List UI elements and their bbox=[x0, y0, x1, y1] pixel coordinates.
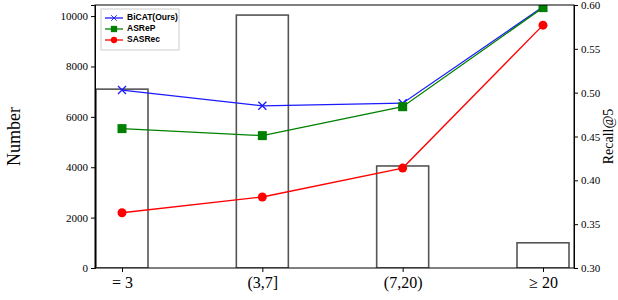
y-tick-label: 4000 bbox=[66, 161, 89, 173]
y2-tick-mark bbox=[574, 49, 578, 50]
x-tick-label: ≥ 20 bbox=[529, 274, 558, 291]
y2-tick-mark bbox=[574, 224, 578, 225]
bar bbox=[236, 15, 288, 268]
marker bbox=[258, 102, 266, 110]
y-tick-label: 0 bbox=[83, 262, 89, 274]
y2-tick: 0.50 bbox=[574, 87, 601, 99]
y-tick: 6000 bbox=[66, 111, 95, 123]
y-tick-mark bbox=[91, 117, 95, 118]
x-tick-mark bbox=[543, 268, 544, 272]
marker bbox=[118, 208, 127, 217]
y2-tick-mark bbox=[574, 137, 578, 138]
y2-tick: 0.30 bbox=[574, 262, 601, 274]
y2-tick-mark bbox=[574, 93, 578, 94]
legend-marker bbox=[111, 26, 117, 32]
y-tick-mark bbox=[91, 268, 95, 269]
y-tick-label: 8000 bbox=[66, 60, 89, 72]
legend-marker bbox=[111, 15, 117, 21]
y-tick: 4000 bbox=[66, 161, 95, 173]
x-tick-mark bbox=[403, 268, 404, 272]
legend-label: SASRec bbox=[127, 34, 160, 44]
line bbox=[122, 7, 543, 106]
x-tick: (7,20) bbox=[384, 268, 423, 292]
legend: BiCAT(Ours)ASRePSASRec bbox=[101, 9, 179, 50]
y2-tick: 0.35 bbox=[574, 218, 601, 230]
x-tick: = 3 bbox=[112, 268, 133, 291]
y2-tick-label: 0.50 bbox=[581, 87, 601, 99]
y-tick: 10000 bbox=[61, 10, 96, 22]
marker bbox=[539, 21, 548, 30]
y2-tick-mark bbox=[574, 268, 578, 269]
y-axis-line bbox=[91, 6, 96, 269]
x-tick-label: (7,20) bbox=[384, 274, 423, 292]
y2-tick: 0.55 bbox=[574, 43, 601, 55]
y-tick-mark bbox=[91, 16, 95, 17]
line bbox=[122, 8, 543, 136]
x-tick-label: (3,7] bbox=[248, 274, 279, 292]
y-tick-label: 10000 bbox=[61, 10, 89, 22]
y2-tick-mark bbox=[574, 180, 578, 181]
legend-label: ASReP bbox=[127, 23, 156, 33]
y2-tick: 0.40 bbox=[574, 174, 601, 186]
line bbox=[122, 25, 543, 213]
y2-tick-label: 0.40 bbox=[581, 174, 601, 186]
y2-tick-label: 0.35 bbox=[581, 218, 601, 230]
x-tick: (3,7] bbox=[248, 268, 279, 292]
marker bbox=[258, 192, 267, 201]
marker bbox=[258, 131, 267, 140]
y-tick: 0 bbox=[83, 262, 96, 274]
legend-marker bbox=[111, 37, 117, 43]
x-tick: ≥ 20 bbox=[529, 268, 558, 291]
x-axis: = 3 (3,7] (7,20) ≥ 20 bbox=[112, 268, 558, 292]
marker bbox=[398, 164, 407, 173]
x-tick-label: = 3 bbox=[112, 274, 133, 291]
y2-tick-label: 0.30 bbox=[581, 262, 601, 274]
y-axis: 0 2000 4000 6000 8000 10000 bbox=[61, 6, 96, 275]
y-tick-mark bbox=[91, 66, 95, 67]
y-tick: 2000 bbox=[66, 212, 95, 224]
y2-tick-label: 0.55 bbox=[581, 43, 601, 55]
y2-tick: 0.45 bbox=[574, 131, 601, 143]
y2-axis: 0.30 0.35 0.40 0.45 0.50 0.55 0.60 bbox=[574, 0, 601, 274]
marker bbox=[398, 102, 407, 111]
bar bbox=[377, 166, 429, 268]
legend-label: BiCAT(Ours) bbox=[127, 12, 178, 22]
legend-box bbox=[101, 9, 179, 50]
x-tick-mark bbox=[262, 268, 263, 272]
marker bbox=[118, 124, 127, 133]
y-tick-mark bbox=[91, 218, 95, 219]
bar bbox=[517, 243, 569, 268]
y2-axis-line bbox=[575, 6, 579, 269]
y-axis-title: Number bbox=[4, 107, 24, 166]
chart: 02000400060008000100000.300.350.400.450.… bbox=[0, 0, 618, 300]
y-tick-mark bbox=[91, 167, 95, 168]
y2-tick-label: 0.45 bbox=[581, 131, 601, 143]
plot-frame bbox=[95, 5, 574, 268]
y-tick-label: 6000 bbox=[66, 111, 89, 123]
y-tick: 8000 bbox=[66, 60, 95, 72]
marker bbox=[118, 86, 126, 94]
marker bbox=[539, 5, 548, 12]
y2-tick: 0.60 bbox=[574, 0, 601, 11]
plot-marks bbox=[96, 5, 569, 268]
x-tick-mark bbox=[122, 268, 123, 272]
y-tick-label: 2000 bbox=[66, 212, 89, 224]
y2-tick-label: 0.60 bbox=[581, 0, 601, 11]
y2-tick-mark bbox=[574, 5, 578, 6]
bar bbox=[96, 89, 148, 268]
y2-axis-title: Recall@5 bbox=[601, 109, 616, 165]
